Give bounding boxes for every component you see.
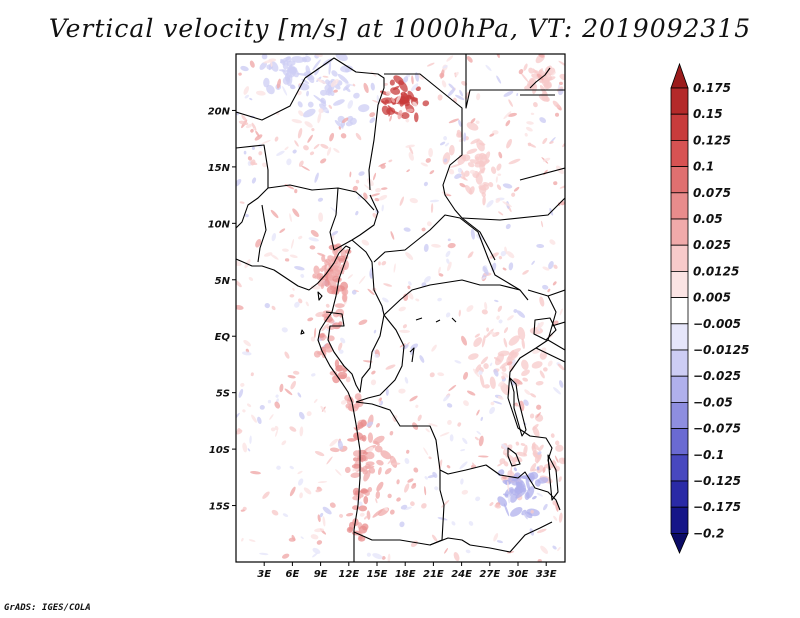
colorbar-swatch xyxy=(670,506,689,534)
colorbar-swatch xyxy=(670,244,689,272)
border-car-south xyxy=(383,279,521,316)
colorbar-swatch xyxy=(670,113,689,141)
colorbar-label: 0.005 xyxy=(693,291,731,305)
border-drc-east xyxy=(507,289,557,471)
y-tick-label: 5N xyxy=(215,276,231,287)
colorbar-label: 0.075 xyxy=(693,186,731,200)
colorbar: 0.175 0.15 0.125 0.1 0.075 0.05 0.025 0.0125 0.0… xyxy=(670,62,749,555)
border-sudan-east xyxy=(461,167,565,221)
border-west-3 xyxy=(257,204,267,263)
colorbar-top-arrow xyxy=(670,62,689,89)
border-chad-sudan xyxy=(384,73,496,261)
border-angola-north xyxy=(355,401,467,475)
country-borders xyxy=(236,54,565,562)
chart-title: Vertical velocity [m/s] at 1000hPa, VT: … xyxy=(48,14,752,43)
colorbar-label: 0.0125 xyxy=(693,264,739,278)
colorbar-label: −0.0125 xyxy=(693,343,749,357)
colorbar-label: −0.175 xyxy=(693,500,741,514)
colorbar-bottom-arrow xyxy=(670,533,689,555)
y-tick-label: 10N xyxy=(208,219,231,230)
colorbar-label: 0.125 xyxy=(693,133,731,147)
colorbar-label: −0.125 xyxy=(693,474,741,488)
x-tick-label: 24E xyxy=(451,569,472,580)
colorbar-label: 0.15 xyxy=(693,107,723,121)
colorbar-swatch xyxy=(670,218,689,246)
border-north-east xyxy=(520,67,555,96)
colorbar-label: 0.1 xyxy=(693,160,714,174)
lake-tanganyika xyxy=(509,377,527,437)
border-drc-congo xyxy=(355,314,405,403)
border-west-2 xyxy=(236,187,269,229)
y-tick-label: 5S xyxy=(216,389,230,400)
colorbar-swatch xyxy=(670,375,689,403)
colorbar-label: 0.025 xyxy=(693,238,731,252)
colorbar-label: −0.2 xyxy=(693,526,724,540)
border-sudan-north xyxy=(465,54,565,109)
y-tick-label: 10S xyxy=(209,445,230,456)
border-angola-namibia xyxy=(353,531,471,546)
border-congo-gabon xyxy=(325,311,385,393)
x-tick-label: 3E xyxy=(257,569,271,580)
axes: 3E 6E 9E 12E 15E 18E 21E 24E 27E 30E 33E 20N 15N 10N 5… xyxy=(208,106,557,580)
border-west-africa xyxy=(236,144,375,211)
border-north-west xyxy=(236,77,306,121)
lake-victoria xyxy=(533,317,557,341)
colorbar-swatch xyxy=(670,87,689,115)
colorbar-swatch xyxy=(670,428,689,456)
x-tick-label: 18E xyxy=(395,569,416,580)
x-tick-label: 27E xyxy=(479,569,500,580)
y-tick-label: EQ xyxy=(215,332,231,343)
river-congo xyxy=(409,317,457,363)
colorbar-swatch xyxy=(670,401,689,429)
colorbar-swatch xyxy=(670,270,689,298)
x-tick-label: 12E xyxy=(338,569,359,580)
island-bioko xyxy=(317,291,323,301)
x-tick-label: 33E xyxy=(536,569,557,580)
colorbar-swatch xyxy=(670,323,689,351)
border-east-africa xyxy=(535,289,565,370)
colorbar-swatch xyxy=(670,139,689,167)
colorbar-label: −0.025 xyxy=(693,369,741,383)
x-tick-label: 9E xyxy=(314,569,328,580)
x-tick-label: 21E xyxy=(423,569,444,580)
lake-malawi xyxy=(547,454,559,501)
y-tick-label: 15S xyxy=(209,502,230,513)
colorbar-label: 0.175 xyxy=(693,81,731,95)
colorbar-swatch xyxy=(670,454,689,482)
colorbar-swatch xyxy=(670,192,689,220)
x-tick-label: 30E xyxy=(508,569,529,580)
border-car xyxy=(373,214,529,301)
colorbar-swatch xyxy=(670,349,689,377)
coastline xyxy=(236,245,361,562)
colorbar-swatch xyxy=(670,166,689,194)
x-tick-label: 6E xyxy=(286,569,300,580)
border-niger-chad xyxy=(304,57,385,191)
colorbar-label: −0.1 xyxy=(693,448,724,462)
map-frame xyxy=(235,53,566,563)
border-cameroon-car xyxy=(351,239,385,316)
colorbar-swatch xyxy=(670,297,689,325)
colorbar-label: −0.05 xyxy=(693,395,733,409)
colorbar-label: 0.05 xyxy=(693,212,723,226)
credit-label: GrADS: IGES/COLA xyxy=(4,603,91,613)
y-tick-label: 15N xyxy=(208,163,231,174)
border-zambia-south xyxy=(469,521,553,553)
colorbar-swatch xyxy=(670,480,689,508)
x-tick-label: 15E xyxy=(367,569,388,580)
lake-mweru xyxy=(507,447,521,467)
colorbar-label: −0.075 xyxy=(693,422,741,436)
colorbar-label: −0.005 xyxy=(693,317,741,331)
island-sao-tome xyxy=(300,329,305,335)
y-tick-label: 20N xyxy=(208,106,231,117)
